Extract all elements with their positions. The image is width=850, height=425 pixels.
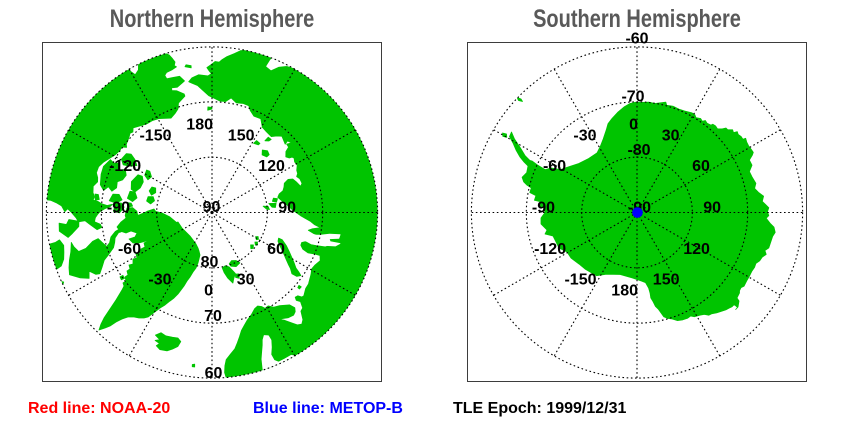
longitude-label: 150 <box>228 128 255 145</box>
satellite-position-dot <box>632 207 643 218</box>
land-polygon <box>113 202 125 214</box>
longitude-label: 0 <box>629 117 638 134</box>
south-hemisphere-panel: 0306090120150180-150-120-90-60-30-90-80-… <box>467 31 807 382</box>
land-polygon <box>58 219 80 238</box>
land-polygon <box>148 186 157 196</box>
longitude-label: 0 <box>204 283 213 300</box>
longitude-label: 60 <box>267 241 285 258</box>
land-polygon <box>297 285 302 290</box>
north-panel-title: Northern Hemisphere <box>109 5 315 33</box>
north-hemisphere-panel: 0 30 60 90 120 150 180 -150 -120 -90 -60 -30 90 80 70 6… <box>42 42 382 382</box>
longitude-label: -60 <box>118 241 141 258</box>
longitude-label: -60 <box>543 158 566 175</box>
longitude-label: -120 <box>534 241 566 258</box>
water-polygon <box>305 233 341 247</box>
longitude-label: 30 <box>237 271 255 288</box>
legend-blue-line: Blue line: METOP-B <box>253 400 403 417</box>
parallel-ring <box>525 101 749 324</box>
land-polygon <box>146 196 155 205</box>
land-polygon <box>108 193 123 204</box>
longitude-label: -150 <box>139 128 171 145</box>
land-polygon <box>184 64 192 69</box>
land-polygon <box>127 202 133 208</box>
south-labels: 0306090120150180-150-120-90-60-30-90-80-… <box>532 31 721 300</box>
land-polygon <box>191 363 196 368</box>
land-polygon <box>127 190 138 202</box>
latitude-label: 70 <box>204 308 222 325</box>
land-polygon <box>502 132 508 138</box>
south-hemisphere-map: 0306090120150180-150-120-90-60-30-90-80-… <box>470 31 804 379</box>
land-polygon <box>121 153 138 167</box>
parallel-ring <box>100 101 324 324</box>
longitude-label: 60 <box>692 158 710 175</box>
land-polygon <box>221 265 236 284</box>
latitude-label: 90 <box>203 199 221 216</box>
land-polygon <box>272 197 278 203</box>
land-polygon <box>130 174 144 193</box>
land-polygon <box>116 210 177 244</box>
land-polygon <box>261 149 270 158</box>
land-polygon <box>253 140 261 146</box>
land-polygon <box>262 205 270 210</box>
latitude-label: -70 <box>621 89 644 106</box>
land-polygon <box>207 106 213 111</box>
parallel-ring <box>156 156 268 269</box>
latitude-label: 80 <box>201 254 219 271</box>
land-polygon <box>68 226 124 279</box>
land-polygon <box>250 244 254 250</box>
longitude-label: 90 <box>278 200 296 217</box>
longitude-label: 180 <box>186 117 213 134</box>
land-polygon <box>154 332 182 352</box>
longitude-label: -30 <box>573 128 596 145</box>
longitude-label: -90 <box>107 200 130 217</box>
land-polygon <box>94 193 100 201</box>
longitude-label: 90 <box>703 200 721 217</box>
north-graticule <box>45 46 379 379</box>
longitude-label: 120 <box>683 241 710 258</box>
land-polygon <box>234 273 240 279</box>
latitude-label: 60 <box>205 365 223 382</box>
south-panel-title: Southern Hemisphere <box>533 5 741 33</box>
longitude-label: 180 <box>611 283 638 300</box>
longitude-label: -90 <box>532 200 555 217</box>
longitude-label: -150 <box>564 271 596 288</box>
land-polygon <box>46 46 186 231</box>
longitude-label: -120 <box>109 158 141 175</box>
longitude-label: 150 <box>653 271 680 288</box>
land-polygon <box>46 280 65 295</box>
land-polygon <box>268 202 277 208</box>
legend-red-line: Red line: NOAA-20 <box>28 400 171 417</box>
land-polygon <box>98 221 201 331</box>
latitude-label: -80 <box>627 142 650 159</box>
land-polygon <box>264 136 272 142</box>
longitude-label: 120 <box>258 158 285 175</box>
longitude-label: -30 <box>148 271 171 288</box>
land-polygon <box>516 97 523 102</box>
parallel-ring <box>581 156 693 269</box>
longitude-label: 30 <box>662 128 680 145</box>
land-polygon <box>99 159 127 192</box>
latitude-label: -60 <box>625 31 648 48</box>
legend-tle-epoch: TLE Epoch: 1999/12/31 <box>453 400 627 417</box>
parallel-ring <box>45 46 379 379</box>
